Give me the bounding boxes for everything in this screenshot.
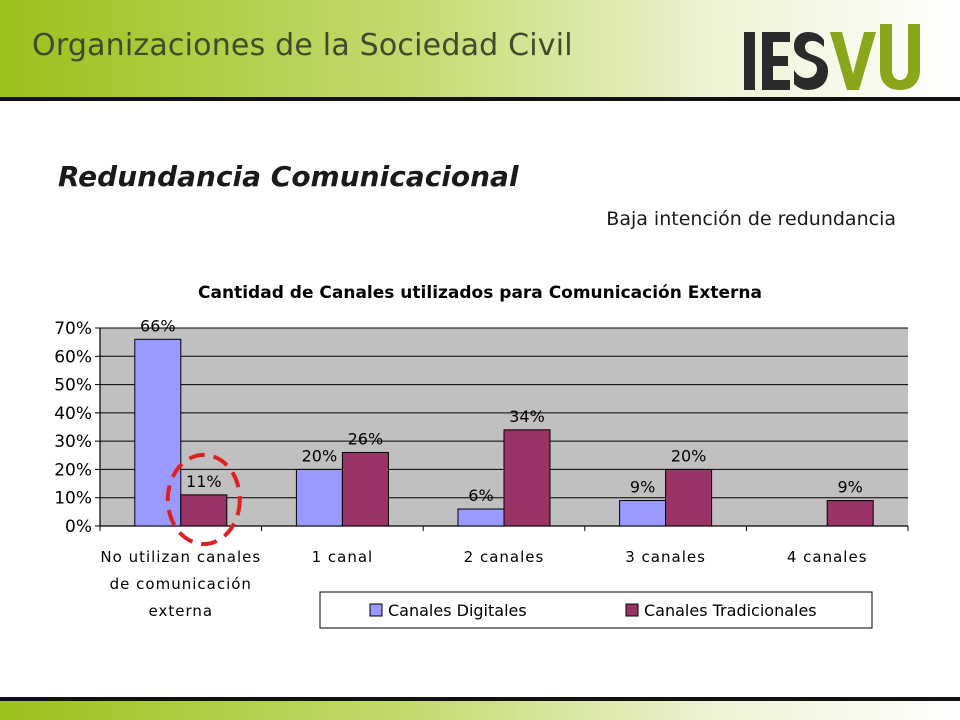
legend-label: Canales Tradicionales bbox=[644, 601, 817, 620]
data-label: 20% bbox=[671, 446, 707, 465]
legend-swatch bbox=[625, 603, 639, 617]
legend-label: Canales Digitales bbox=[388, 601, 527, 620]
bar bbox=[619, 500, 667, 527]
category-label: 2 canales bbox=[464, 548, 545, 566]
y-tick-label: 30% bbox=[54, 432, 92, 452]
data-label: 34% bbox=[509, 407, 545, 426]
data-label: 9% bbox=[838, 478, 863, 497]
y-tick-label: 70% bbox=[54, 319, 92, 339]
bar-chart: Cantidad de Canales utilizados para Comu… bbox=[54, 283, 909, 629]
subtitle-note: Baja intención de redundancia bbox=[606, 208, 896, 230]
highlight bbox=[165, 452, 242, 546]
legend-box bbox=[319, 591, 873, 629]
section-title: Redundancia Comunicacional bbox=[58, 160, 519, 193]
legend-swatch bbox=[369, 603, 383, 617]
data-label: 66% bbox=[140, 316, 176, 335]
bar bbox=[180, 494, 228, 527]
footer-band bbox=[0, 701, 960, 720]
y-tick-label: 40% bbox=[54, 404, 92, 424]
category-labels: No utilizan canales de comunicación extern… bbox=[100, 548, 868, 620]
bar bbox=[503, 429, 551, 527]
data-label: 20% bbox=[302, 446, 338, 465]
bar bbox=[457, 508, 505, 527]
y-tick-label: 60% bbox=[54, 347, 92, 367]
legend: Canales Digitales Canales Tradicionales bbox=[319, 591, 873, 629]
header-rule bbox=[0, 97, 960, 101]
category-label: de comunicación bbox=[110, 575, 252, 593]
y-tick-label: 0% bbox=[65, 517, 92, 537]
chart-title: Cantidad de Canales utilizados para Comu… bbox=[198, 283, 762, 303]
category-label: No utilizan canales bbox=[100, 548, 261, 566]
y-tick-label: 10% bbox=[54, 489, 92, 509]
axes: 0% 10% 20% 30% 40% 50% 60% 70% bbox=[54, 319, 909, 537]
bar bbox=[134, 338, 182, 527]
bar bbox=[665, 468, 713, 527]
data-label: 6% bbox=[468, 486, 493, 505]
category-label: 1 canal bbox=[312, 548, 374, 566]
category-label: 3 canales bbox=[625, 548, 706, 566]
category-label: 4 canales bbox=[787, 548, 868, 566]
y-tick-label: 20% bbox=[54, 460, 92, 480]
y-tick-label: 50% bbox=[54, 376, 92, 396]
bar bbox=[826, 500, 874, 527]
bars bbox=[134, 338, 874, 527]
header-title: Organizaciones de la Sociedad Civil bbox=[32, 28, 573, 63]
data-label: 11% bbox=[186, 472, 222, 491]
data-label: 9% bbox=[630, 478, 655, 497]
data-labels: 66% 11% 20% 26% 6% 34% 9% 20% 9% bbox=[140, 316, 863, 505]
bar bbox=[341, 451, 389, 527]
footer-rule bbox=[0, 697, 960, 701]
bar bbox=[295, 468, 343, 527]
highlight-ellipse bbox=[165, 452, 242, 546]
plot-area bbox=[100, 327, 908, 526]
iesvu-logo bbox=[744, 24, 920, 90]
category-label: externa bbox=[149, 602, 214, 620]
data-label: 26% bbox=[348, 429, 384, 448]
